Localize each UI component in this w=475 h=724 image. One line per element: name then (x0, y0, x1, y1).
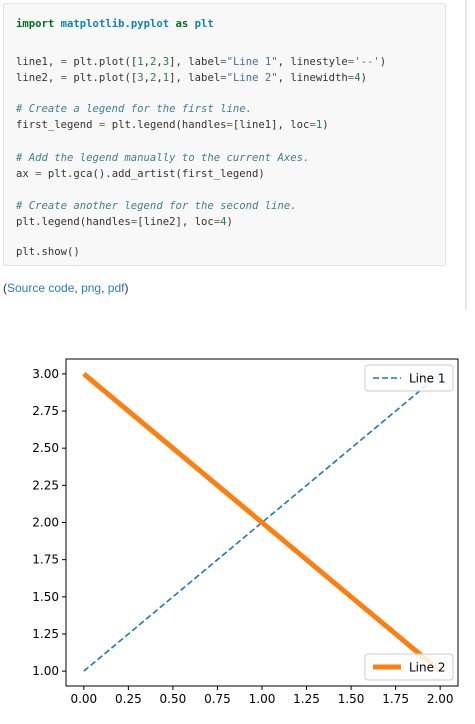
code-token: ], label (169, 56, 220, 68)
code-token: plt.plot([ (67, 56, 137, 68)
code-token: plt.gca().add_artist(first_legend) (42, 168, 265, 180)
code-line: # Create another legend for the second l… (16, 200, 297, 213)
pdf-link[interactable]: pdf (108, 281, 125, 295)
code-token: plt (195, 18, 214, 30)
x-tick-label: 0.00 (70, 692, 97, 706)
legend-label-1: Line 1 (409, 372, 445, 386)
y-tick-label: 2.75 (32, 404, 59, 418)
code-token: ) (361, 72, 367, 84)
code-token: '--' (354, 56, 380, 68)
y-tick-label: 1.75 (32, 553, 59, 567)
code-token: plt.show() (16, 246, 80, 258)
x-tick-label: 0.75 (204, 692, 231, 706)
source-links-close: ) (124, 281, 128, 295)
code-token: ) (322, 119, 328, 131)
code-token: plt.plot([ (67, 72, 137, 84)
png-link[interactable]: png (81, 281, 101, 295)
code-token: , linewidth (278, 72, 348, 84)
code-token: "Line 1" (227, 56, 278, 68)
code-line: import matplotlib.pyplot as plt (16, 18, 214, 31)
code-token: [line2], loc (137, 216, 214, 228)
x-tick-label: 0.50 (160, 692, 187, 706)
x-tick-label: 1.75 (382, 692, 409, 706)
code-token: plt.legend(handles (16, 216, 131, 228)
code-token: "Line 2" (227, 72, 278, 84)
code-line: # Create a legend for the first line. (16, 103, 252, 116)
code-line: line1, = plt.plot([1,2,3], label="Line 1… (16, 56, 386, 69)
code-line: # Add the legend manually to the current… (16, 152, 309, 165)
code-token: matplotlib.pyplot (61, 18, 169, 30)
x-tick-label: 2.00 (427, 692, 454, 706)
y-tick-label: 2.00 (32, 516, 59, 530)
source-links-separator: , (101, 281, 108, 295)
x-tick-label: 1.50 (338, 692, 365, 706)
y-tick-label: 1.25 (32, 627, 59, 641)
code-token: import (16, 18, 54, 30)
code-line: plt.show() (16, 246, 80, 259)
code-token: ], label (169, 72, 220, 84)
series-line-2 (84, 374, 440, 671)
code-token: ) (380, 56, 386, 68)
code-line: ax = plt.gca().add_artist(first_legend) (16, 168, 265, 181)
code-line: line2, = plt.plot([3,2,1], label="Line 2… (16, 72, 367, 85)
code-block: import matplotlib.pyplot as plt line1, = … (3, 3, 446, 266)
y-tick-label: 2.25 (32, 478, 59, 492)
y-tick-label: 2.50 (32, 441, 59, 455)
y-tick-label: 1.50 (32, 590, 59, 604)
code-line: plt.legend(handles=[line2], loc=4) (16, 216, 233, 229)
code-token: # Create another legend for the second l… (16, 200, 297, 212)
code-token: line2, (16, 72, 61, 84)
code-token: # Add the legend manually to the current… (16, 152, 309, 164)
chart-figure: 0.00 0.25 0.50 0.75 1.00 1.25 1.50 1.75 2.00 1.00… (0, 340, 475, 719)
x-tick-label: 1.25 (293, 692, 320, 706)
y-tick-label: 3.00 (32, 367, 59, 381)
legend-label-2: Line 2 (409, 661, 445, 675)
code-token: as (176, 18, 189, 30)
line-chart: 0.00 0.25 0.50 0.75 1.00 1.25 1.50 1.75 2.00 1.00… (0, 340, 475, 719)
code-token: ax (16, 168, 35, 180)
code-token: # Create a legend for the first line. (16, 103, 252, 115)
code-token: line1, (16, 56, 61, 68)
x-tick-label: 0.25 (115, 692, 142, 706)
scrollbar-track[interactable] (465, 0, 467, 310)
y-tick-label: 1.00 (32, 664, 59, 678)
code-token: plt.legend(handles (105, 119, 226, 131)
x-tick-label: 1.00 (249, 692, 276, 706)
code-line: first_legend = plt.legend(handles=[line1… (16, 119, 329, 132)
code-token: ) (227, 216, 233, 228)
code-token: first_legend (16, 119, 99, 131)
code-token: , linestyle (278, 56, 348, 68)
source-code-link[interactable]: Source code (7, 281, 74, 295)
source-links: (Source code, png, pdf) (3, 281, 128, 295)
code-token: [line1], loc (233, 119, 310, 131)
